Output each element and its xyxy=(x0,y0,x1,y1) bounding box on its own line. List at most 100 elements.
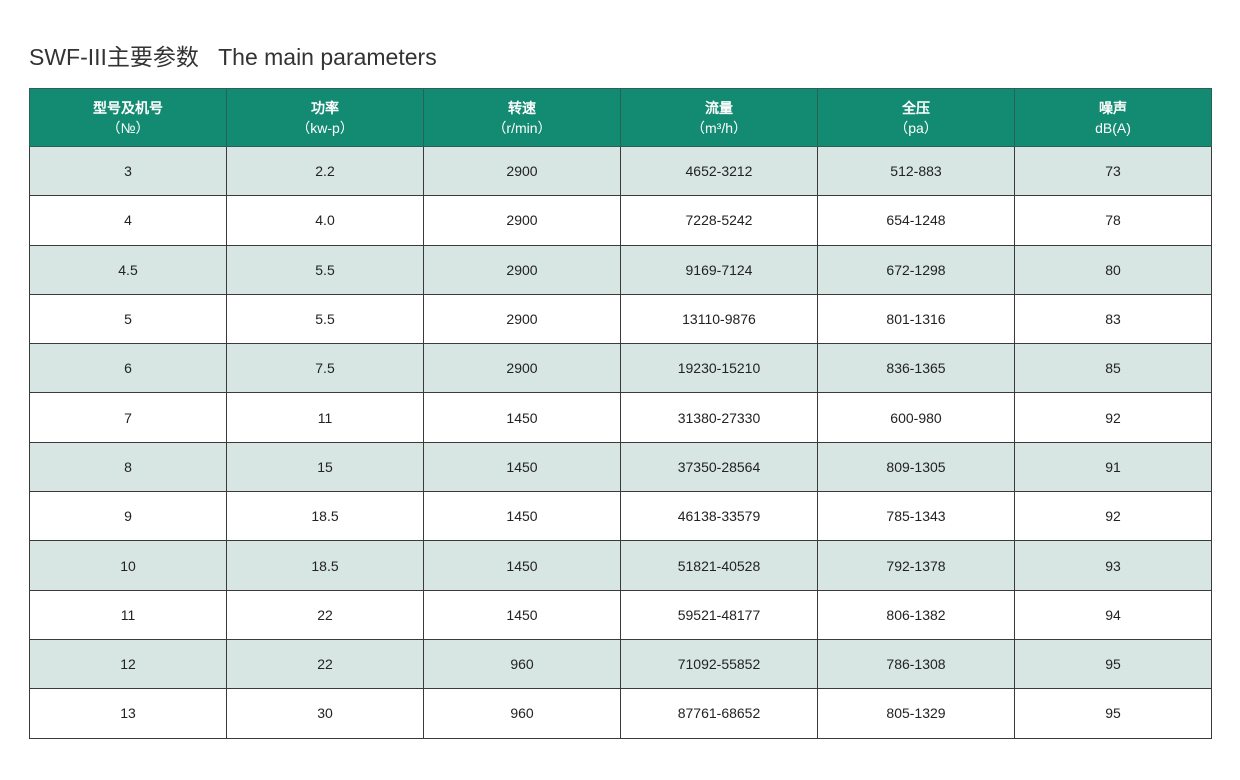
table-row: 5 5.5 2900 13110-9876 801-1316 83 xyxy=(29,293,1212,345)
table-cell: 792-1378 xyxy=(817,540,1015,591)
header-cell: 功率 （kw-p） xyxy=(226,88,424,147)
table-cell: 600-980 xyxy=(817,392,1015,443)
table-cell: 6 xyxy=(29,343,227,394)
table-cell: 960 xyxy=(423,688,621,739)
table-cell: 3 xyxy=(29,145,227,197)
header-name: 型号及机号 xyxy=(93,99,163,116)
table-cell: 785-1343 xyxy=(817,491,1015,542)
table-cell: 37350-28564 xyxy=(620,441,818,493)
table-cell: 92 xyxy=(1014,392,1212,443)
table-row: 6 7.5 2900 19230-15210 836-1365 85 xyxy=(29,343,1212,394)
table-row: 4 4.0 2900 7228-5242 654-1248 78 xyxy=(29,195,1212,246)
header-unit: （kw-p） xyxy=(296,119,354,136)
table-cell: 4.0 xyxy=(226,195,424,246)
table-cell: 92 xyxy=(1014,491,1212,542)
table-cell: 806-1382 xyxy=(817,589,1015,640)
table-cell: 91 xyxy=(1014,441,1212,493)
table-cell: 1450 xyxy=(423,392,621,443)
table-cell: 805-1329 xyxy=(817,688,1015,739)
table-cell: 95 xyxy=(1014,638,1212,690)
table-body: 3 2.2 2900 4652-3212 512-883 73 4 4.0 2900 7228-5… xyxy=(29,145,1212,739)
table-cell: 1450 xyxy=(423,589,621,640)
header-unit: （pa） xyxy=(894,119,938,136)
table-cell: 85 xyxy=(1014,343,1212,394)
table-cell: 5.5 xyxy=(226,293,424,345)
table-cell: 95 xyxy=(1014,688,1212,739)
table-cell: 2.2 xyxy=(226,145,424,197)
table-cell: 73 xyxy=(1014,145,1212,197)
header-name: 流量 xyxy=(705,99,733,116)
table-cell: 11 xyxy=(226,392,424,443)
table-cell: 5 xyxy=(29,293,227,345)
header-cell: 转速 （r/min） xyxy=(423,88,621,147)
table-cell: 31380-27330 xyxy=(620,392,818,443)
table-cell: 4 xyxy=(29,195,227,246)
header-cell: 型号及机号 （№） xyxy=(29,88,227,147)
table-cell: 1450 xyxy=(423,540,621,591)
table-cell: 809-1305 xyxy=(817,441,1015,493)
parameters-table: 型号及机号 （№） 功率 （kw-p） 转速 （r/min） 流量 （m³/h） 全压 （pa） 噪… xyxy=(29,88,1212,739)
table-cell: 59521-48177 xyxy=(620,589,818,640)
header-name: 噪声 xyxy=(1099,99,1127,116)
table-cell: 2900 xyxy=(423,343,621,394)
table-cell: 2900 xyxy=(423,293,621,345)
table-cell: 9169-7124 xyxy=(620,244,818,295)
header-row: 型号及机号 （№） 功率 （kw-p） 转速 （r/min） 流量 （m³/h） 全压 （pa） 噪… xyxy=(29,88,1212,147)
header-unit: （№） xyxy=(106,119,150,136)
table-cell: 654-1248 xyxy=(817,195,1015,246)
table-cell: 18.5 xyxy=(226,491,424,542)
table-cell: 5.5 xyxy=(226,244,424,295)
table-header: 型号及机号 （№） 功率 （kw-p） 转速 （r/min） 流量 （m³/h） 全压 （pa） 噪… xyxy=(29,88,1212,147)
table-cell: 4.5 xyxy=(29,244,227,295)
table-cell: 51821-40528 xyxy=(620,540,818,591)
table-cell: 10 xyxy=(29,540,227,591)
table-cell: 46138-33579 xyxy=(620,491,818,542)
table-cell: 80 xyxy=(1014,244,1212,295)
table-cell: 94 xyxy=(1014,589,1212,640)
table-cell: 4652-3212 xyxy=(620,145,818,197)
table-cell: 87761-68652 xyxy=(620,688,818,739)
table-cell: 83 xyxy=(1014,293,1212,345)
table-cell: 7.5 xyxy=(226,343,424,394)
table-cell: 30 xyxy=(226,688,424,739)
table-cell: 12 xyxy=(29,638,227,690)
table-row: 10 18.5 1450 51821-40528 792-1378 93 xyxy=(29,540,1212,591)
header-unit: （m³/h） xyxy=(691,119,747,136)
table-cell: 13110-9876 xyxy=(620,293,818,345)
table-cell: 18.5 xyxy=(226,540,424,591)
table-cell: 836-1365 xyxy=(817,343,1015,394)
table-cell: 801-1316 xyxy=(817,293,1015,345)
header-cell: 噪声 dB(A) xyxy=(1014,88,1212,147)
header-unit: dB(A) xyxy=(1095,119,1131,136)
table-cell: 960 xyxy=(423,638,621,690)
table-cell: 9 xyxy=(29,491,227,542)
table-cell: 2900 xyxy=(423,195,621,246)
table-row: 3 2.2 2900 4652-3212 512-883 73 xyxy=(29,145,1212,197)
table-cell: 93 xyxy=(1014,540,1212,591)
header-unit: （r/min） xyxy=(492,119,552,136)
table-cell: 786-1308 xyxy=(817,638,1015,690)
table-cell: 71092-55852 xyxy=(620,638,818,690)
table-cell: 7 xyxy=(29,392,227,443)
table-cell: 78 xyxy=(1014,195,1212,246)
header-name: 全压 xyxy=(902,99,930,116)
table-cell: 8 xyxy=(29,441,227,493)
table-cell: 7228-5242 xyxy=(620,195,818,246)
table-row: 4.5 5.5 2900 9169-7124 672-1298 80 xyxy=(29,244,1212,295)
table-cell: 1450 xyxy=(423,441,621,493)
table-row: 12 22 960 71092-55852 786-1308 95 xyxy=(29,638,1212,690)
header-name: 转速 xyxy=(508,99,536,116)
table-row: 13 30 960 87761-68652 805-1329 95 xyxy=(29,688,1212,739)
table-cell: 1450 xyxy=(423,491,621,542)
table-cell: 15 xyxy=(226,441,424,493)
table-row: 7 11 1450 31380-27330 600-980 92 xyxy=(29,392,1212,443)
table-cell: 2900 xyxy=(423,145,621,197)
table-cell: 512-883 xyxy=(817,145,1015,197)
table-cell: 672-1298 xyxy=(817,244,1015,295)
table-cell: 19230-15210 xyxy=(620,343,818,394)
table-cell: 22 xyxy=(226,638,424,690)
table-cell: 2900 xyxy=(423,244,621,295)
table-row: 11 22 1450 59521-48177 806-1382 94 xyxy=(29,589,1212,640)
table-cell: 11 xyxy=(29,589,227,640)
table-cell: 13 xyxy=(29,688,227,739)
